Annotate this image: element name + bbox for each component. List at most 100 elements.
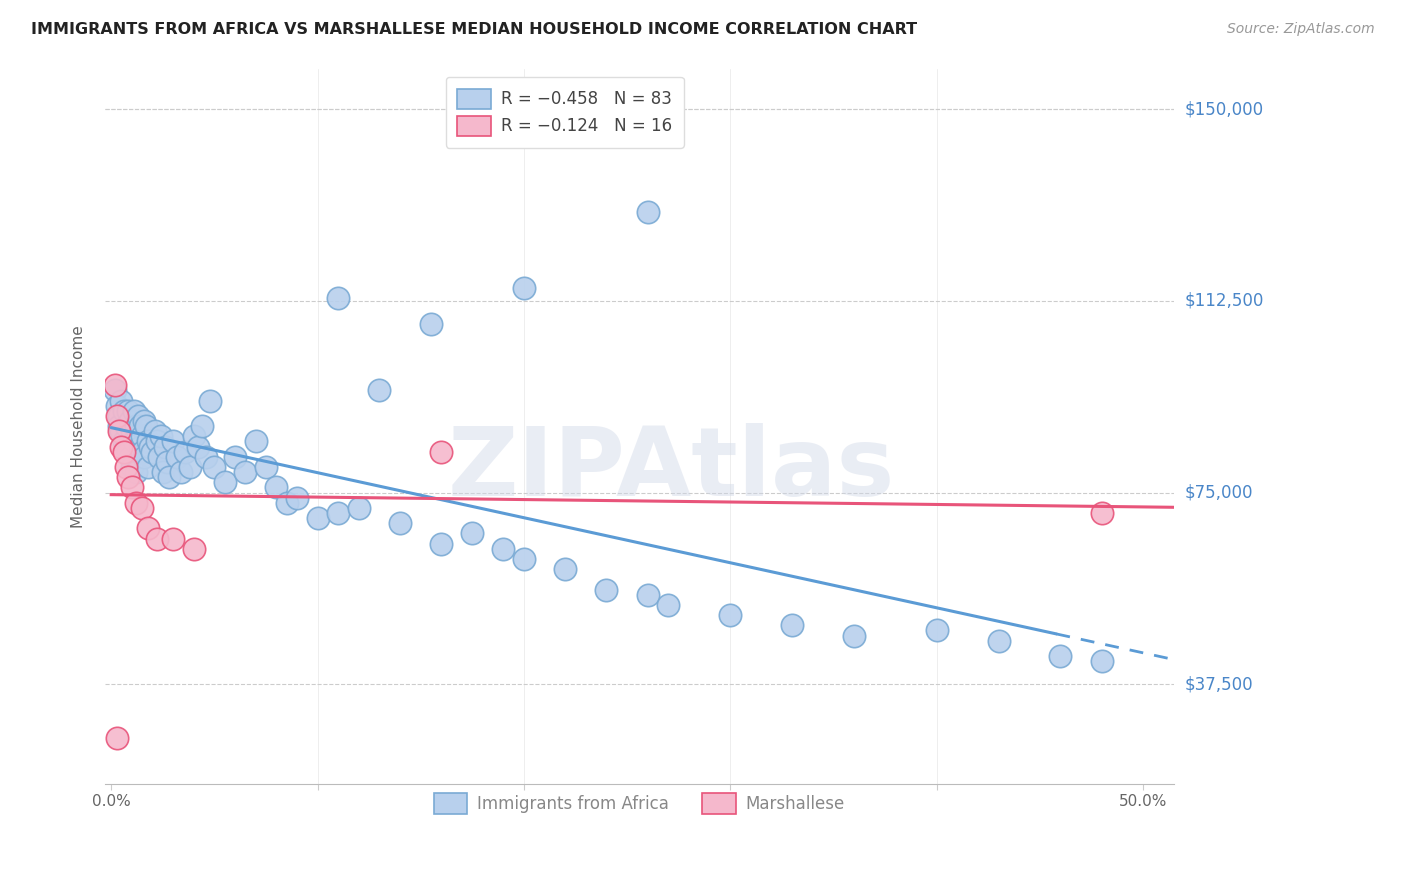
Point <box>134 450 156 464</box>
Point <box>129 419 152 434</box>
Point <box>112 434 135 449</box>
Point <box>195 450 218 464</box>
Point <box>104 378 127 392</box>
Point <box>987 633 1010 648</box>
Point <box>117 470 139 484</box>
Text: $150,000: $150,000 <box>1185 101 1264 119</box>
Point <box>1091 506 1114 520</box>
Point <box>162 434 184 449</box>
Point <box>179 460 201 475</box>
Point <box>153 440 176 454</box>
Point <box>136 521 159 535</box>
Point <box>139 440 162 454</box>
Text: IMMIGRANTS FROM AFRICA VS MARSHALLESE MEDIAN HOUSEHOLD INCOME CORRELATION CHART: IMMIGRANTS FROM AFRICA VS MARSHALLESE ME… <box>31 22 917 37</box>
Point <box>127 409 149 423</box>
Point <box>114 419 136 434</box>
Text: ZIPAtlas: ZIPAtlas <box>449 423 896 516</box>
Point <box>389 516 412 531</box>
Point <box>117 404 139 418</box>
Point <box>420 317 443 331</box>
Point <box>657 598 679 612</box>
Point <box>127 429 149 443</box>
Point <box>121 460 143 475</box>
Point <box>264 480 287 494</box>
Text: $75,000: $75,000 <box>1185 483 1254 501</box>
Point <box>1091 654 1114 668</box>
Point <box>156 455 179 469</box>
Point <box>492 541 515 556</box>
Point <box>129 440 152 454</box>
Point <box>131 500 153 515</box>
Point <box>1049 648 1071 663</box>
Point <box>118 450 141 464</box>
Point <box>131 444 153 458</box>
Point <box>174 444 197 458</box>
Text: Source: ZipAtlas.com: Source: ZipAtlas.com <box>1227 22 1375 37</box>
Point <box>245 434 267 449</box>
Point <box>347 500 370 515</box>
Point <box>134 414 156 428</box>
Point <box>430 444 453 458</box>
Point <box>328 506 350 520</box>
Point <box>166 450 188 464</box>
Point <box>513 281 536 295</box>
Point <box>105 731 128 745</box>
Point <box>200 393 222 408</box>
Point <box>276 496 298 510</box>
Point <box>114 440 136 454</box>
Point <box>105 409 128 423</box>
Point <box>157 470 180 484</box>
Point <box>125 465 148 479</box>
Point <box>108 409 131 423</box>
Point <box>143 424 166 438</box>
Point <box>112 404 135 418</box>
Point <box>170 465 193 479</box>
Point <box>925 624 948 638</box>
Point <box>145 434 167 449</box>
Point <box>149 429 172 443</box>
Point <box>136 434 159 449</box>
Point <box>368 384 391 398</box>
Point <box>110 424 132 438</box>
Point <box>104 384 127 398</box>
Point <box>136 460 159 475</box>
Point <box>214 475 236 490</box>
Point <box>108 424 131 438</box>
Point <box>122 404 145 418</box>
Point <box>125 496 148 510</box>
Y-axis label: Median Household Income: Median Household Income <box>72 325 86 527</box>
Point <box>328 292 350 306</box>
Point <box>131 429 153 443</box>
Point <box>780 618 803 632</box>
Point <box>108 419 131 434</box>
Point <box>842 629 865 643</box>
Point <box>114 460 136 475</box>
Text: $37,500: $37,500 <box>1185 675 1254 693</box>
Point <box>152 465 174 479</box>
Text: $112,500: $112,500 <box>1185 292 1264 310</box>
Point <box>117 444 139 458</box>
Point <box>254 460 277 475</box>
Point <box>637 588 659 602</box>
Legend: Immigrants from Africa, Marshallese: Immigrants from Africa, Marshallese <box>422 781 856 825</box>
Point <box>125 419 148 434</box>
Point <box>187 440 209 454</box>
Point <box>121 480 143 494</box>
Point <box>461 526 484 541</box>
Point <box>285 491 308 505</box>
Point <box>105 399 128 413</box>
Point <box>637 204 659 219</box>
Point <box>595 582 617 597</box>
Point <box>145 532 167 546</box>
Point <box>430 536 453 550</box>
Point <box>554 562 576 576</box>
Point <box>141 444 163 458</box>
Point <box>110 440 132 454</box>
Point <box>121 424 143 438</box>
Point <box>191 419 214 434</box>
Point <box>718 608 741 623</box>
Point <box>118 414 141 428</box>
Point <box>233 465 256 479</box>
Point <box>135 419 157 434</box>
Point <box>162 532 184 546</box>
